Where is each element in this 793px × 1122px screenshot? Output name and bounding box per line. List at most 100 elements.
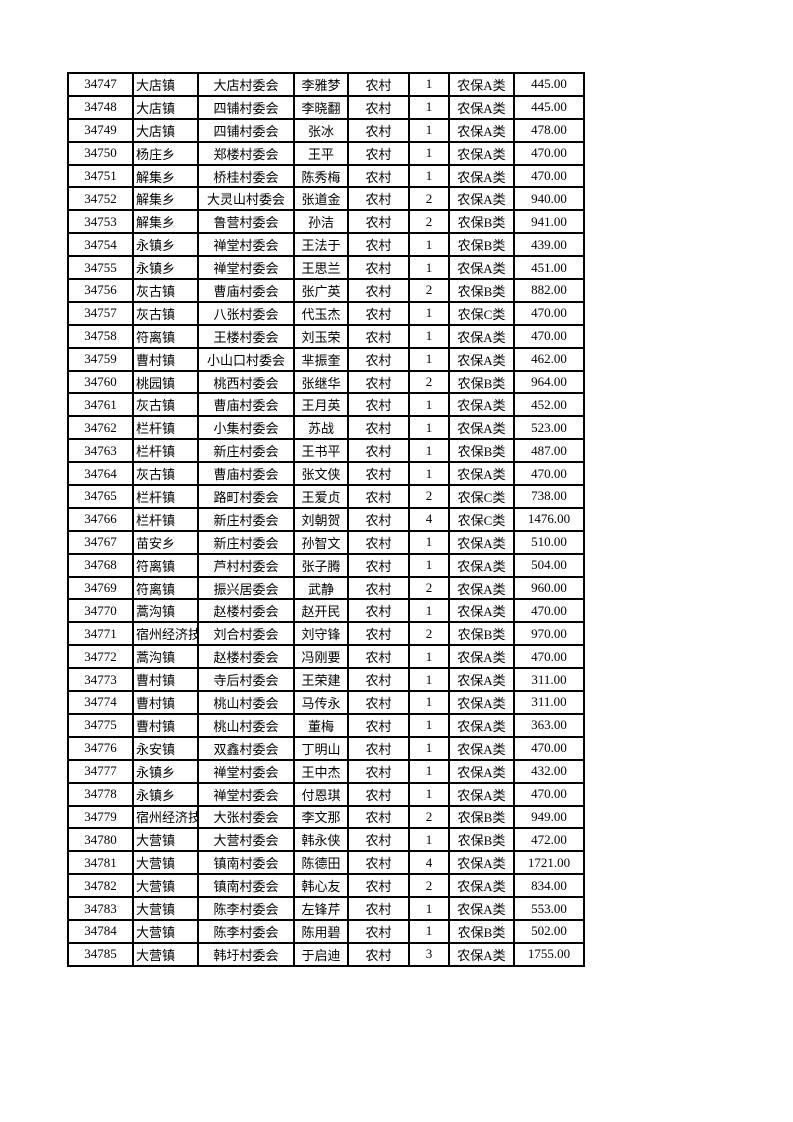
cell-town: 解集乡 bbox=[133, 164, 198, 188]
cell-person-name: 王法于 bbox=[294, 233, 348, 257]
cell-record-id: 34755 bbox=[68, 256, 133, 280]
table-row: 34766 栏杆镇 新庄村委会 刘朝贺 农村 4 农保C类 1476.00 bbox=[68, 507, 584, 531]
cell-record-id: 34747 bbox=[68, 73, 133, 96]
cell-person-count: 1 bbox=[409, 782, 449, 806]
table-row: 34771 宿州经济技 刘合村委会 刘守锋 农村 2 农保B类 970.00 bbox=[68, 622, 584, 646]
cell-record-id: 34774 bbox=[68, 691, 133, 714]
cell-village-committee: 禅堂村委会 bbox=[198, 233, 294, 257]
cell-insurance-category: 农保A类 bbox=[449, 897, 514, 920]
cell-person-count: 1 bbox=[409, 462, 449, 486]
cell-town: 符离镇 bbox=[133, 553, 198, 577]
table-row: 34761 灰古镇 曹庙村委会 王月英 农村 1 农保A类 452.00 bbox=[68, 393, 584, 417]
cell-village-committee: 郑楼村委会 bbox=[198, 141, 294, 165]
cell-town: 灰古镇 bbox=[133, 393, 198, 417]
cell-record-id: 34784 bbox=[68, 919, 133, 943]
cell-person-name: 王思兰 bbox=[294, 256, 348, 280]
cell-amount: 738.00 bbox=[514, 485, 584, 508]
cell-residence-type: 农村 bbox=[348, 622, 409, 646]
cell-amount: 363.00 bbox=[514, 713, 584, 737]
cell-residence-type: 农村 bbox=[348, 279, 409, 302]
cell-record-id: 34762 bbox=[68, 416, 133, 440]
cell-amount: 462.00 bbox=[514, 347, 584, 371]
cell-person-count: 2 bbox=[409, 187, 449, 211]
table-row: 34782 大营镇 镇南村委会 韩心友 农村 2 农保A类 834.00 bbox=[68, 874, 584, 898]
cell-person-name: 于启迪 bbox=[294, 942, 348, 966]
table-row: 34748 大店镇 四铺村委会 李晓翻 农村 1 农保A类 445.00 bbox=[68, 95, 584, 119]
cell-person-count: 1 bbox=[409, 256, 449, 280]
cell-person-count: 1 bbox=[409, 164, 449, 188]
cell-person-name: 张广英 bbox=[294, 279, 348, 302]
cell-record-id: 34780 bbox=[68, 828, 133, 852]
cell-village-committee: 桃西村委会 bbox=[198, 370, 294, 394]
cell-person-count: 2 bbox=[409, 622, 449, 646]
cell-insurance-category: 农保B类 bbox=[449, 439, 514, 463]
cell-insurance-category: 农保A类 bbox=[449, 736, 514, 760]
table-row: 34774 曹村镇 桃山村委会 马传永 农村 1 农保A类 311.00 bbox=[68, 691, 584, 714]
cell-person-name: 孙洁 bbox=[294, 210, 348, 234]
cell-person-count: 1 bbox=[409, 736, 449, 760]
cell-person-name: 左锋芹 bbox=[294, 897, 348, 920]
cell-amount: 432.00 bbox=[514, 759, 584, 783]
cell-residence-type: 农村 bbox=[348, 301, 409, 325]
table-row: 34769 符离镇 振兴居委会 武静 农村 2 农保A类 960.00 bbox=[68, 576, 584, 600]
cell-person-name: 冯刚要 bbox=[294, 645, 348, 669]
cell-person-name: 董梅 bbox=[294, 713, 348, 737]
cell-town: 蒿沟镇 bbox=[133, 599, 198, 623]
cell-person-count: 1 bbox=[409, 645, 449, 669]
cell-residence-type: 农村 bbox=[348, 874, 409, 898]
cell-residence-type: 农村 bbox=[348, 759, 409, 783]
table-row: 34758 符离镇 王楼村委会 刘玉荣 农村 1 农保A类 470.00 bbox=[68, 324, 584, 348]
cell-amount: 445.00 bbox=[514, 73, 584, 96]
cell-record-id: 34765 bbox=[68, 485, 133, 508]
cell-amount: 470.00 bbox=[514, 462, 584, 486]
cell-village-committee: 陈李村委会 bbox=[198, 919, 294, 943]
cell-person-name: 芈振奎 bbox=[294, 347, 348, 371]
cell-record-id: 34779 bbox=[68, 805, 133, 829]
cell-residence-type: 农村 bbox=[348, 713, 409, 737]
cell-person-name: 陈德田 bbox=[294, 851, 348, 875]
cell-amount: 970.00 bbox=[514, 622, 584, 646]
cell-record-id: 34763 bbox=[68, 439, 133, 463]
table-row: 34749 大店镇 四铺村委会 张冰 农村 1 农保A类 478.00 bbox=[68, 118, 584, 142]
cell-record-id: 34781 bbox=[68, 851, 133, 875]
cell-insurance-category: 农保C类 bbox=[449, 507, 514, 531]
cell-residence-type: 农村 bbox=[348, 851, 409, 875]
cell-record-id: 34766 bbox=[68, 507, 133, 531]
cell-amount: 439.00 bbox=[514, 233, 584, 257]
cell-village-committee: 赵楼村委会 bbox=[198, 599, 294, 623]
cell-insurance-category: 农保A类 bbox=[449, 553, 514, 577]
cell-amount: 487.00 bbox=[514, 439, 584, 463]
table-row: 34776 永安镇 双鑫村委会 丁明山 农村 1 农保A类 470.00 bbox=[68, 736, 584, 760]
cell-residence-type: 农村 bbox=[348, 347, 409, 371]
cell-village-committee: 禅堂村委会 bbox=[198, 759, 294, 783]
cell-record-id: 34776 bbox=[68, 736, 133, 760]
table-row: 34784 大营镇 陈李村委会 陈用碧 农村 1 农保B类 502.00 bbox=[68, 919, 584, 943]
cell-amount: 1721.00 bbox=[514, 851, 584, 875]
cell-insurance-category: 农保B类 bbox=[449, 622, 514, 646]
cell-person-count: 1 bbox=[409, 599, 449, 623]
cell-person-count: 1 bbox=[409, 713, 449, 737]
cell-residence-type: 农村 bbox=[348, 828, 409, 852]
cell-person-name: 付恩琪 bbox=[294, 782, 348, 806]
cell-amount: 1476.00 bbox=[514, 507, 584, 531]
table-row: 34763 栏杆镇 新庄村委会 王书平 农村 1 农保B类 487.00 bbox=[68, 439, 584, 463]
cell-amount: 941.00 bbox=[514, 210, 584, 234]
cell-residence-type: 农村 bbox=[348, 782, 409, 806]
cell-amount: 478.00 bbox=[514, 118, 584, 142]
table-row: 34747 大店镇 大店村委会 李雅梦 农村 1 农保A类 445.00 bbox=[68, 73, 584, 96]
cell-insurance-category: 农保A类 bbox=[449, 942, 514, 966]
cell-amount: 510.00 bbox=[514, 530, 584, 554]
cell-record-id: 34772 bbox=[68, 645, 133, 669]
cell-record-id: 34771 bbox=[68, 622, 133, 646]
cell-record-id: 34756 bbox=[68, 279, 133, 302]
table-row: 34764 灰古镇 曹庙村委会 张文侠 农村 1 农保A类 470.00 bbox=[68, 462, 584, 486]
table-row: 34765 栏杆镇 路町村委会 王爱贞 农村 2 农保C类 738.00 bbox=[68, 485, 584, 508]
cell-town: 符离镇 bbox=[133, 324, 198, 348]
cell-residence-type: 农村 bbox=[348, 118, 409, 142]
table-row: 34781 大营镇 镇南村委会 陈德田 农村 4 农保A类 1721.00 bbox=[68, 851, 584, 875]
cell-town: 灰古镇 bbox=[133, 301, 198, 325]
cell-village-committee: 小山口村委会 bbox=[198, 347, 294, 371]
cell-residence-type: 农村 bbox=[348, 485, 409, 508]
table-row: 34753 解集乡 鲁营村委会 孙洁 农村 2 农保B类 941.00 bbox=[68, 210, 584, 234]
cell-town: 解集乡 bbox=[133, 210, 198, 234]
